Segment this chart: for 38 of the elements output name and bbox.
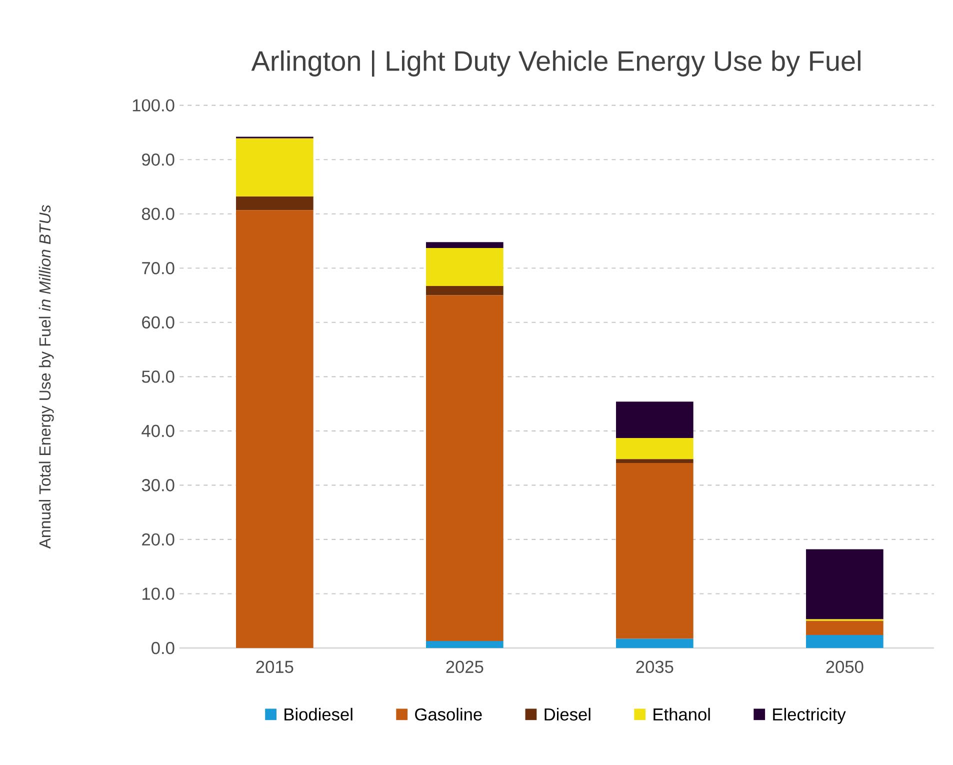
y-tick-label: 70.0 [142,262,174,274]
y-tick-label: 20.0 [142,533,174,546]
legend-label: Biodiesel [284,708,352,721]
bar [616,438,694,460]
bar [806,549,884,620]
y-tick-label: 60.0 [142,316,174,329]
x-tick-label: 2015 [256,660,294,673]
bar [426,248,504,286]
y-tick-label: 80.0 [142,208,174,220]
y-tick-label: 30.0 [142,479,174,492]
y-tick-label: 0.0 [152,642,174,654]
bar [616,402,694,438]
y-axis-title: Annual Total Energy Use by Fuel in Million BTUs [38,204,54,549]
bar [426,242,504,248]
bar [426,286,504,296]
x-tick-label: 2050 [826,660,864,673]
bar [236,138,314,196]
bar [806,634,884,648]
bar [806,620,884,635]
x-tick-label: 2025 [446,660,484,673]
y-tick-label: 50.0 [142,370,174,383]
bar [616,459,694,463]
bar [616,462,694,639]
chart-title: Arlington | Light Duty Vehicle Energy Use by Fuel [251,50,860,77]
bar [426,640,504,648]
x-tick-label: 2035 [636,660,674,673]
y-tick-label: 10.0 [142,588,174,600]
y-tick-label: 100.0 [132,99,174,112]
bar [426,295,504,641]
bar [236,210,314,648]
legend-label: Diesel [544,708,590,721]
y-tick-label: 40.0 [142,424,174,438]
legend-label: Electricity [773,708,846,724]
legend-label: Gasoline [415,708,482,721]
bar [616,638,694,648]
bar [236,196,314,210]
y-tick-label: 90.0 [142,153,174,166]
legend-label: Ethanol [654,708,710,721]
